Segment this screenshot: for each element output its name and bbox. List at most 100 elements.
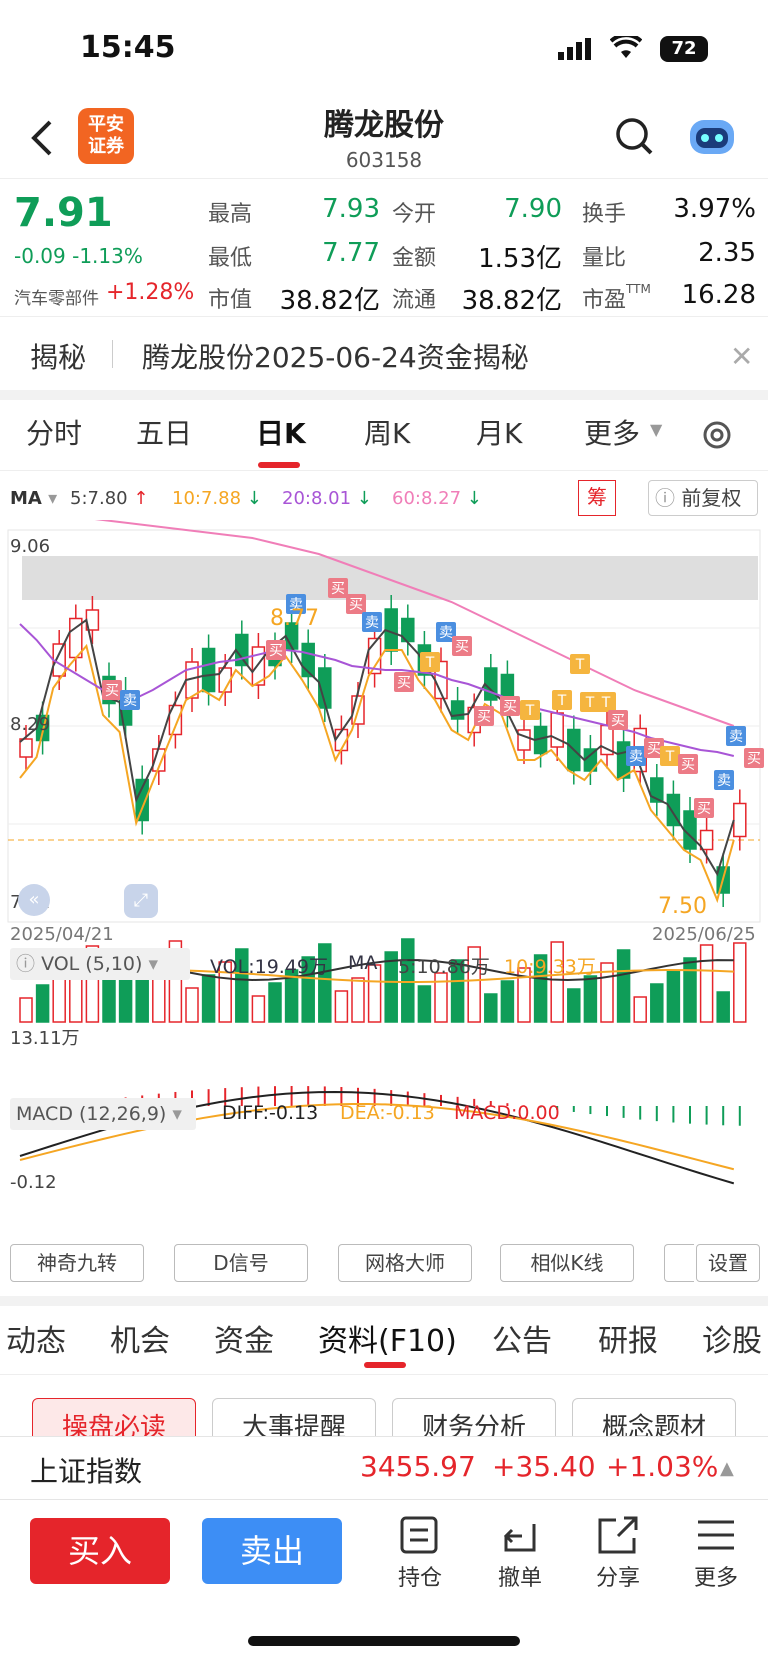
signal-tag-text: 卖 (123, 693, 137, 709)
ma5-line (19, 618, 735, 877)
signal-tag (266, 640, 286, 660)
chart-tab[interactable]: 分时 (26, 417, 83, 450)
signal-tag-text: 买 (647, 741, 661, 757)
signal-tag-text: 卖 (729, 729, 743, 745)
holdings-label: 持仓 (397, 1566, 442, 1591)
buy-button[interactable]: 买入 (30, 1518, 170, 1584)
tool-similar-kline[interactable]: 相似K线 (500, 1244, 634, 1282)
candle-body (168, 704, 183, 736)
quote-value: 7.77 (322, 238, 380, 268)
tool-settings[interactable]: 设置 (696, 1244, 760, 1282)
signal-tag-text: 买 (331, 581, 345, 597)
quote-value: 3.97% (673, 194, 756, 224)
info-tab[interactable]: 研报 (598, 1324, 658, 1359)
info-tab[interactable]: 资金 (214, 1324, 274, 1359)
chart-tab[interactable]: 日K (256, 417, 306, 450)
low-marker: 7.50 (658, 894, 707, 919)
candle-body (251, 646, 266, 686)
ma5-legend: 5:7.80 ↑ (70, 488, 149, 509)
signal-tag-text: T (557, 693, 567, 709)
quote-label: 市盈TTM (582, 282, 651, 313)
tool-d-signal[interactable]: D信号 (174, 1244, 308, 1282)
info-tab[interactable]: 动态 (6, 1324, 66, 1359)
quote-label: 金额 (392, 246, 437, 271)
volume-bar (235, 948, 249, 1023)
fullscreen-icon[interactable]: ⤢ (124, 884, 158, 918)
signal-tag (362, 612, 382, 632)
tool-nine-turn[interactable]: 神奇九转 (10, 1244, 144, 1282)
adjust-mode-button[interactable]: ⓘ 前复权 (648, 480, 758, 516)
volume-bar (633, 996, 647, 1023)
quote-label: 换手 (582, 202, 627, 227)
quote-label: 流通 (392, 288, 437, 313)
signal-tag (102, 680, 122, 700)
banner-text[interactable]: 腾龙股份2025-06-24资金揭秘 (142, 341, 529, 374)
sector-name[interactable]: 汽车零部件 (14, 289, 99, 309)
chart-tab[interactable]: 周K (364, 417, 411, 450)
robot-assistant-icon[interactable] (686, 114, 738, 162)
signal-tag (452, 636, 472, 656)
more-button[interactable]: 更多 (676, 1516, 756, 1592)
signal-tag (286, 594, 306, 614)
share-button[interactable]: 分享 (578, 1516, 658, 1592)
volume-bar (484, 993, 498, 1023)
index-bar[interactable] (0, 1436, 768, 1500)
close-icon[interactable]: ✕ (730, 340, 754, 373)
sell-button[interactable]: 卖出 (202, 1518, 342, 1584)
tool-grid-master[interactable]: 网格大师 (338, 1244, 472, 1282)
index-change: +35.40 (492, 1450, 596, 1483)
ma-label[interactable]: MA ▾ (10, 488, 58, 509)
vol-indicator-select[interactable]: ⓘ VOL (5,10) ▾ (10, 948, 190, 980)
back-icon[interactable] (28, 118, 56, 162)
candle-body (19, 738, 33, 758)
vol-ma5: 5:10.86万 (398, 956, 490, 978)
macd-axis-label: -0.12 (10, 1172, 57, 1193)
document-icon (400, 1516, 438, 1554)
volume-bar (318, 943, 332, 1023)
signal-tag-text: T (575, 657, 585, 673)
macd-diff: DIFF:-0.13 (222, 1102, 319, 1124)
volume-bar (118, 979, 133, 1023)
volume-bar (434, 972, 448, 1023)
share-label: 分享 (595, 1566, 640, 1591)
last-price: 7.91 (14, 190, 113, 236)
candle-body (235, 633, 249, 667)
wifi-icon (609, 33, 643, 64)
chevron-down-icon[interactable]: ▼ (650, 420, 663, 439)
kline-chart[interactable]: 买卖买卖买买卖卖买买T买买 TTTT T买卖买 T 买买卖卖买 (0, 520, 768, 1240)
divider (0, 390, 768, 400)
tool-partial[interactable] (664, 1244, 694, 1282)
signal-tag (120, 690, 140, 710)
search-icon[interactable] (614, 116, 654, 160)
chevron-up-icon[interactable]: ▲ (720, 1458, 734, 1479)
vol-value: VOL:19.49万 (210, 956, 328, 978)
chart-tab[interactable]: 月K (476, 417, 523, 450)
signal-tag-text: 卖 (717, 773, 731, 789)
ma10-line (19, 643, 735, 904)
chip-distribution-button[interactable]: 筹 (578, 480, 616, 516)
expand-left-icon[interactable]: « (18, 884, 50, 916)
volume-bar (367, 964, 382, 1023)
chart-tab[interactable]: 五日 (136, 417, 193, 450)
cancel-order-button[interactable]: 撤单 (480, 1516, 560, 1592)
chart-tab[interactable]: 更多 (584, 417, 641, 450)
candle-body (650, 777, 664, 803)
signal-tag-text: 买 (477, 709, 491, 725)
info-tab[interactable]: 公告 (492, 1324, 552, 1359)
signal-tag (420, 652, 440, 672)
signal-tag-text: T (425, 655, 435, 671)
volume-bar (500, 980, 515, 1023)
volume-bar (251, 995, 266, 1023)
signal-tag (714, 770, 734, 790)
info-tab[interactable]: 诊股 (702, 1324, 762, 1359)
info-tab[interactable]: 资料(F10) (318, 1324, 457, 1359)
macd-indicator-select[interactable]: MACD (12,26,9) ▾ (10, 1098, 196, 1130)
volume-bar (733, 942, 747, 1023)
undo-icon (503, 1524, 536, 1552)
info-tab[interactable]: 机会 (110, 1324, 170, 1359)
signal-tag (744, 748, 764, 768)
gear-icon[interactable] (700, 418, 734, 456)
high-marker: 8.77 (270, 606, 319, 631)
holdings-button[interactable]: 持仓 (380, 1516, 460, 1592)
quote-label: 量比 (582, 246, 627, 271)
